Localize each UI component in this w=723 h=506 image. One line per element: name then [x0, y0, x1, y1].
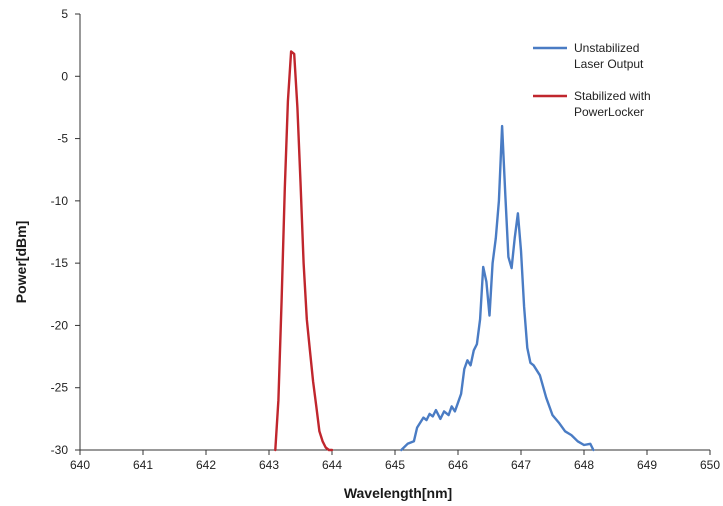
y-tick-labels: 5 0 -5 -10 -15 -20 -25 -30 — [51, 7, 69, 457]
y-tick-label: -20 — [51, 318, 69, 332]
x-tick-label: 646 — [448, 458, 468, 472]
y-tick-label: 5 — [61, 7, 68, 21]
x-tick-label: 649 — [637, 458, 657, 472]
legend-label-1: Laser Output — [574, 57, 644, 71]
y-tick-label: -30 — [51, 443, 69, 457]
series-line-1 — [400, 124, 595, 452]
legend-label-1: Unstabilized — [574, 41, 639, 55]
series-line-2 — [274, 50, 334, 452]
x-axis-title: Wavelength[nm] — [344, 485, 452, 501]
legend: Unstabilized Laser Output Stabilized with P… — [533, 41, 651, 119]
y-axis-title: Power[dBm] — [13, 221, 29, 303]
y-tick-label: -25 — [51, 381, 69, 395]
x-tick-label: 645 — [385, 458, 405, 472]
x-tick-label: 641 — [133, 458, 153, 472]
x-tick-label: 648 — [574, 458, 594, 472]
x-tick-labels: 640 641 642 643 644 645 646 647 648 649 650 — [70, 458, 720, 472]
y-tick-label: -5 — [57, 132, 68, 146]
y-tick-label: 0 — [61, 69, 68, 83]
x-tick-label: 644 — [322, 458, 342, 472]
y-tick-label: -15 — [51, 256, 69, 270]
axes — [75, 13, 711, 455]
legend-label-2: Stabilized with — [574, 89, 651, 103]
y-tick-label: -10 — [51, 194, 69, 208]
x-tick-label: 643 — [259, 458, 279, 472]
legend-label-2: PowerLocker — [574, 105, 644, 119]
x-tick-label: 647 — [511, 458, 531, 472]
x-tick-label: 642 — [196, 458, 216, 472]
x-tick-label: 650 — [700, 458, 720, 472]
series-lines — [274, 50, 595, 452]
x-tick-label: 640 — [70, 458, 90, 472]
